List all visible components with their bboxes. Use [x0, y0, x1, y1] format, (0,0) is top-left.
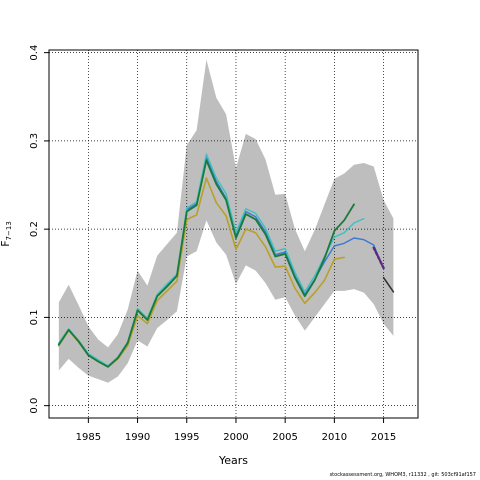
- y-tick-label: 0.2: [29, 221, 40, 237]
- x-tick-label: 2000: [223, 432, 248, 443]
- series-lines: [57, 153, 395, 368]
- x-tick-label: 2010: [322, 432, 347, 443]
- x-tick-label: 1985: [76, 432, 101, 443]
- confidence-band-area: [58, 59, 394, 383]
- y-axis: 0.0 0.1 0.2 0.3 0.4: [29, 45, 49, 414]
- y-tick-label: 0.1: [29, 309, 40, 325]
- footer-credit: stockassessment.org, WHOM3, r11332 , git…: [329, 472, 476, 478]
- y-axis-title-subscript: 7−13: [5, 221, 13, 240]
- y-tick-label: 0.3: [29, 133, 40, 149]
- x-tick-label: 1990: [125, 432, 150, 443]
- y-axis-title: F7−13: [0, 221, 13, 247]
- x-tick-label: 2015: [371, 432, 396, 443]
- y-axis-title-main: F: [0, 240, 12, 246]
- series-line-5: [382, 276, 395, 293]
- y-tick-label: 0.0: [29, 398, 40, 414]
- series-line-3: [57, 159, 355, 368]
- x-tick-label: 2005: [272, 432, 297, 443]
- confidence-band: [58, 59, 394, 383]
- x-tick-label: 1995: [174, 432, 199, 443]
- plot-area: [49, 50, 418, 418]
- y-tick-label: 0.4: [29, 45, 40, 61]
- x-axis: 1985 1990 1995 2000 2005 2010 2015: [76, 418, 396, 443]
- x-axis-title: Years: [218, 454, 248, 467]
- plot-frame: [48, 49, 419, 419]
- series-line-4: [372, 246, 385, 270]
